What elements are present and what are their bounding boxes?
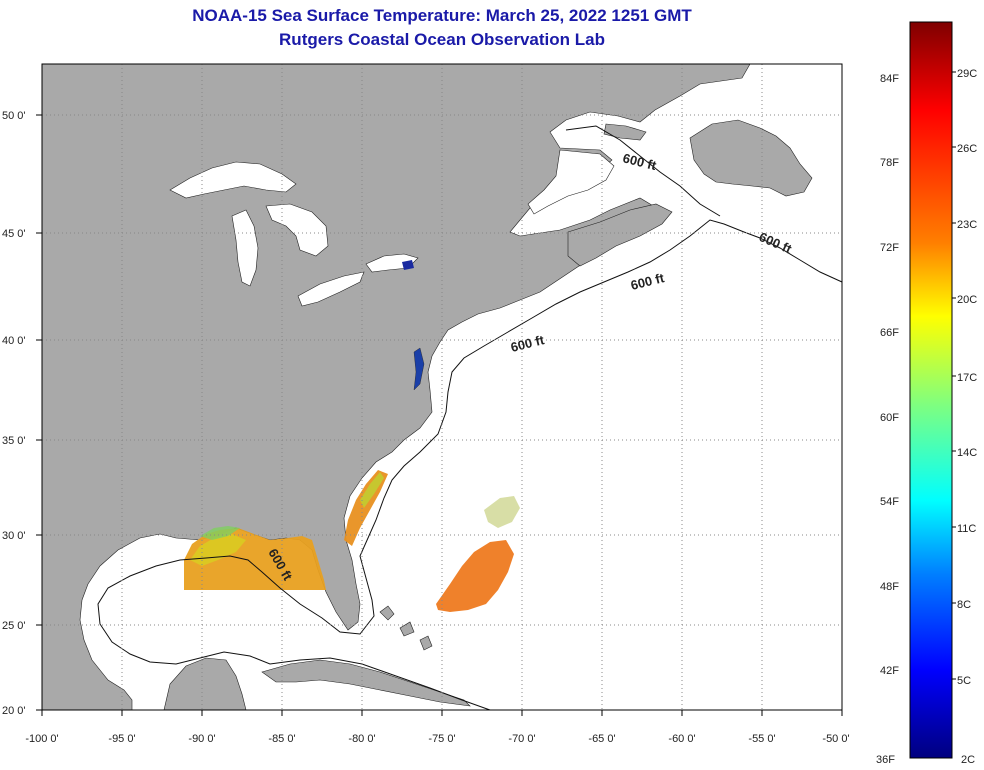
nova-scotia-land	[567, 203, 673, 267]
lon-tick-label: -80 0'	[348, 733, 375, 745]
anticosti-land	[603, 123, 647, 141]
isobath-gulf-st-lawrence	[565, 125, 721, 217]
sst-sargasso	[436, 540, 514, 612]
lake-michigan	[231, 209, 259, 287]
lat-tick-label: 20 0'	[2, 705, 26, 717]
colorbar-f-label: 66F	[880, 327, 899, 339]
colorbar-c-label: 11C	[957, 523, 976, 535]
lake-ontario-sst	[402, 260, 414, 270]
lon-tick-label: -55 0'	[748, 733, 775, 745]
sst-sargasso-north	[484, 496, 520, 528]
lon-tick-label: -85 0'	[268, 733, 295, 745]
sst-data-layer	[184, 470, 520, 612]
lon-tick-label: -75 0'	[428, 733, 455, 745]
colorbar-f-label: 84F	[880, 73, 899, 85]
lat-tick-label: 30 0'	[2, 530, 26, 542]
lon-tick-label: -65 0'	[588, 733, 615, 745]
lon-ticks	[41, 710, 843, 716]
sst-southeast-yellow	[360, 472, 384, 508]
colorbar-ticks	[952, 71, 956, 680]
sst-gulf-green	[200, 526, 240, 540]
colorbar-c-label: 2C	[961, 754, 975, 766]
lat-tick-label: 45 0'	[2, 228, 26, 240]
colorbar-f-label: 60F	[880, 412, 899, 424]
lon-tick-label: -95 0'	[108, 733, 135, 745]
lon-tick-label: -50 0'	[822, 733, 849, 745]
colorbar-c-label: 14C	[957, 447, 977, 459]
colorbar-f-label: 36F	[876, 754, 895, 766]
yucatan-land	[163, 657, 247, 710]
lat-tick-label: 40 0'	[2, 335, 26, 347]
lon-tick-label: -100 0'	[25, 733, 58, 745]
lat-tick-label: 50 0'	[2, 110, 26, 122]
lon-tick-label: -70 0'	[508, 733, 535, 745]
colorbar-c-label: 5C	[957, 675, 971, 687]
cuba-land	[261, 659, 471, 707]
lat-tick-label: 35 0'	[2, 435, 26, 447]
lon-tick-label: -60 0'	[668, 733, 695, 745]
colorbar-c-label: 29C	[957, 68, 977, 80]
colorbar-c-label: 8C	[957, 599, 971, 611]
isobath-600ft-contour	[97, 219, 843, 711]
newfoundland-land	[689, 119, 813, 197]
colorbar-f-label: 48F	[880, 581, 899, 593]
colorbar-f-label: 78F	[880, 157, 899, 169]
lon-tick-label: -90 0'	[188, 733, 215, 745]
colorbar-c-label: 20C	[957, 294, 977, 306]
colorbar-f-label: 72F	[880, 242, 899, 254]
chesapeake-bay	[413, 347, 425, 391]
lat-ticks	[36, 114, 42, 711]
gulf-st-lawrence	[527, 149, 615, 215]
chart-subtitle: Rutgers Coastal Ocean Observation Lab	[279, 30, 605, 49]
lake-erie	[297, 271, 365, 307]
colorbar-f-label: 42F	[880, 665, 899, 677]
colorbar-f-label: 54F	[880, 496, 899, 508]
chart-title: NOAA-15 Sea Surface Temperature: March 2…	[192, 6, 692, 25]
lat-tick-label: 25 0'	[2, 620, 26, 632]
map-grid	[42, 64, 842, 710]
colorbar	[909, 21, 953, 759]
colorbar-c-label: 17C	[957, 372, 977, 384]
colorbar-c-label: 26C	[957, 143, 977, 155]
bahamas-islands	[379, 605, 433, 651]
colorbar-c-label: 23C	[957, 219, 977, 231]
